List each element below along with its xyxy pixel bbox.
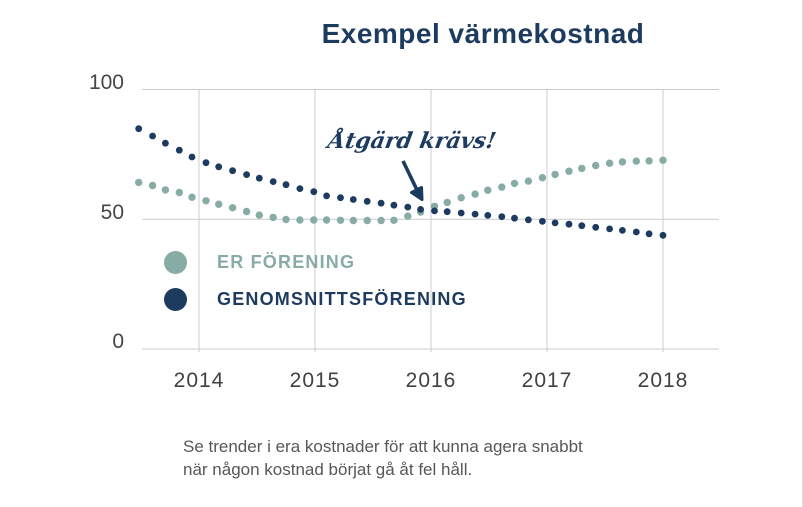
data-dots	[135, 125, 667, 239]
annotation-text: Åtgärd krävs!	[325, 128, 499, 154]
annotation-arrow	[401, 160, 424, 201]
y-axis-tick-100: 100	[88, 71, 124, 94]
x-axis-tick-2016: 2016	[405, 369, 457, 392]
gridlines	[142, 89, 719, 352]
legend-label-genomsnittsforening: GENOMSNITTSFÖRENING	[217, 289, 467, 309]
x-axis-tick-2018: 2018	[637, 369, 689, 392]
series-dots	[135, 156, 667, 225]
navy-dot-icon	[164, 288, 187, 311]
caption-line-2: när någon kostnad börjat gå åt fel håll.	[183, 460, 473, 479]
y-axis-tick-0: 0	[112, 330, 124, 353]
legend-item-er-forening: ER FÖRENING	[164, 251, 467, 274]
legend-item-genomsnittsforening: GENOMSNITTSFÖRENING	[164, 288, 467, 311]
x-axis-tick-2017: 2017	[521, 369, 573, 392]
legend-label-er-forening: ER FÖRENING	[217, 252, 356, 272]
y-axis-tick-50: 50	[100, 201, 124, 224]
chart-title: Exempel värmekostnad	[321, 18, 645, 49]
teal-dot-icon	[164, 251, 187, 274]
series-dots	[135, 125, 667, 239]
caption-line-1: Se trender i era kostnader för att kunna…	[183, 437, 583, 456]
x-axis-tick-2015: 2015	[289, 369, 341, 392]
x-axis-tick-2014: 2014	[173, 369, 225, 392]
caption: Se trender i era kostnader för att kunna…	[183, 435, 583, 481]
legend: ER FÖRENING GENOMSNITTSFÖRENING	[164, 251, 467, 325]
